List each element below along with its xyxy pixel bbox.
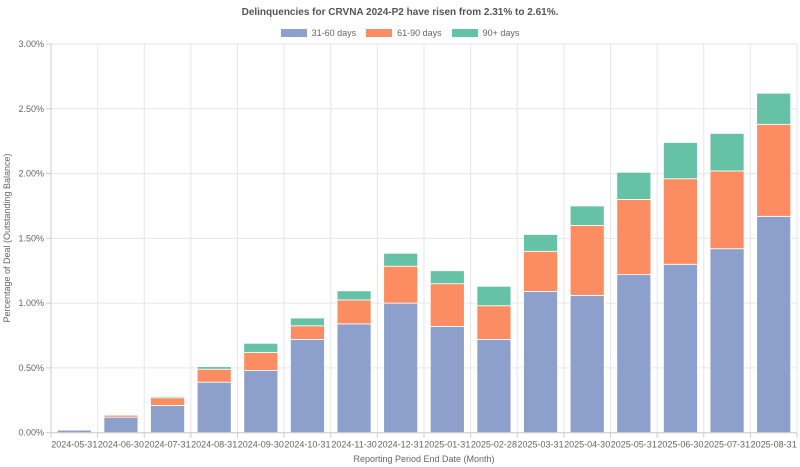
bar-31-60-days-2024-07-31[interactable] bbox=[150, 405, 185, 434]
x-tick-label: 2025-02-28 bbox=[471, 440, 517, 450]
bar-61-90-days-2024-12-31[interactable] bbox=[383, 265, 419, 304]
y-tick-label: 3.00% bbox=[18, 39, 44, 49]
x-tick-label: 2024-05-31 bbox=[51, 440, 97, 450]
bar-61-90-days-2024-11-30[interactable] bbox=[336, 299, 372, 325]
legend-label-31-60: 31-60 days bbox=[311, 28, 357, 38]
bar-61-90-days-2025-07-31[interactable] bbox=[709, 170, 745, 250]
x-tick-label: 2024-12-31 bbox=[378, 440, 424, 450]
legend-swatch-61-90 bbox=[366, 29, 393, 37]
bar-61-90-days-2025-03-31[interactable] bbox=[523, 250, 558, 292]
bar-90-days-2025-05-31[interactable] bbox=[616, 171, 652, 200]
legend-item-61-90[interactable]: 61-90 days bbox=[366, 28, 442, 38]
bar-31-60-days-2024-10-31[interactable] bbox=[290, 339, 325, 434]
chart-title: Delinquencies for CRVNA 2024-P2 have ris… bbox=[241, 7, 559, 18]
bar-61-90-days-2024-09-30[interactable] bbox=[243, 351, 279, 371]
legend-label-61-90: 61-90 days bbox=[397, 28, 442, 38]
y-axis-title: Percentage of Deal (Outstanding Balance) bbox=[2, 153, 12, 322]
bar-90-days-2024-09-30[interactable] bbox=[243, 342, 279, 353]
bar-90-days-2024-07-31[interactable] bbox=[150, 396, 185, 399]
bar-31-60-days-2025-01-31[interactable] bbox=[429, 326, 465, 434]
bar-61-90-days-2025-01-31[interactable] bbox=[429, 283, 465, 327]
bar-31-60-days-2024-11-30[interactable] bbox=[336, 323, 372, 434]
bar-90-days-2025-02-28[interactable] bbox=[476, 285, 512, 307]
bar-90-days-2024-11-30[interactable] bbox=[336, 290, 372, 301]
x-tick-label: 2024-08-31 bbox=[191, 440, 237, 450]
bar-90-days-2025-01-31[interactable] bbox=[429, 270, 465, 285]
legend-label-90plus: 90+ days bbox=[482, 28, 520, 38]
bar-90-days-2024-10-31[interactable] bbox=[290, 317, 325, 327]
y-axis: 0.00% 0.50% 1.00% 1.50% 2.00% 2.50% 3.00% bbox=[18, 39, 52, 438]
bar-90-days-2025-07-31[interactable] bbox=[709, 133, 745, 172]
x-tick-label: 2024-07-31 bbox=[145, 440, 191, 450]
bar-31-60-days-2025-02-28[interactable] bbox=[476, 339, 512, 434]
x-tick-label: 2025-07-31 bbox=[704, 440, 750, 450]
bar-90-days-2025-06-30[interactable] bbox=[663, 142, 698, 180]
x-tick-label: 2025-03-31 bbox=[518, 440, 564, 450]
x-tick-label: 2025-05-31 bbox=[611, 440, 657, 450]
bar-61-90-days-2024-08-31[interactable] bbox=[196, 368, 232, 383]
bar-61-90-days-2025-06-30[interactable] bbox=[663, 178, 698, 265]
legend-swatch-90plus bbox=[451, 29, 478, 37]
bar-31-60-days-2024-06-30[interactable] bbox=[103, 416, 139, 434]
x-tick-label: 2025-04-30 bbox=[564, 440, 610, 450]
bar-61-90-days-2025-05-31[interactable] bbox=[616, 199, 652, 276]
legend-item-31-60[interactable]: 31-60 days bbox=[280, 28, 357, 38]
y-tick-label: 0.00% bbox=[18, 428, 44, 438]
x-axis: 2024-05-31 2024-06-30 2024-07-31 2024-08-31… bbox=[50, 432, 798, 450]
y-tick-label: 1.00% bbox=[18, 298, 44, 308]
bar-90-days-2025-08-31[interactable] bbox=[756, 92, 792, 125]
legend: 31-60 days 61-90 days 90+ days bbox=[0, 28, 800, 38]
bar-31-60-days-2025-07-31[interactable] bbox=[709, 248, 745, 434]
y-tick-label: 1.50% bbox=[18, 233, 44, 243]
bar-31-60-days-2024-12-31[interactable] bbox=[383, 302, 419, 434]
bar-61-90-days-2025-08-31[interactable] bbox=[756, 123, 792, 217]
x-axis-title: Reporting Period End Date (Month) bbox=[353, 454, 494, 464]
bar-90-days-2025-03-31[interactable] bbox=[523, 234, 558, 252]
bar-61-90-days-2024-10-31[interactable] bbox=[290, 325, 325, 340]
bar-90-days-2025-04-30[interactable] bbox=[569, 205, 605, 226]
y-tick-label: 0.50% bbox=[18, 363, 44, 373]
bar-31-60-days-2025-08-31[interactable] bbox=[756, 215, 792, 434]
bar-31-60-days-2025-05-31[interactable] bbox=[616, 274, 652, 434]
x-tick-label: 2025-06-30 bbox=[657, 440, 703, 450]
bar-90-days-2024-08-31[interactable] bbox=[196, 366, 232, 370]
x-tick-label: 2025-01-31 bbox=[424, 440, 470, 450]
bar-31-60-days-2025-04-30[interactable] bbox=[569, 294, 605, 434]
x-tick-label: 2024-10-31 bbox=[284, 440, 330, 450]
x-tick-label: 2024-06-30 bbox=[98, 440, 144, 450]
x-tick-label: 2024-09-30 bbox=[238, 440, 284, 450]
bar-31-60-days-2024-08-31[interactable] bbox=[196, 381, 232, 434]
bar-31-60-days-2024-09-30[interactable] bbox=[243, 370, 279, 434]
y-tick-label: 2.50% bbox=[18, 104, 44, 114]
bar-31-60-days-2025-03-31[interactable] bbox=[523, 291, 558, 434]
bar-61-90-days-2025-02-28[interactable] bbox=[476, 305, 512, 340]
x-tick-label: 2024-11-30 bbox=[331, 440, 376, 450]
x-tick-label: 2025-08-31 bbox=[751, 440, 797, 450]
y-tick-label: 2.00% bbox=[18, 169, 44, 179]
bar-90-days-2024-12-31[interactable] bbox=[383, 252, 419, 267]
legend-swatch-31-60 bbox=[280, 29, 307, 37]
legend-item-90plus[interactable]: 90+ days bbox=[451, 28, 520, 38]
bar-31-60-days-2025-06-30[interactable] bbox=[663, 263, 698, 434]
bar-61-90-days-2025-04-30[interactable] bbox=[569, 224, 605, 296]
bar-61-90-days-2024-06-30[interactable] bbox=[103, 414, 139, 418]
bar-61-90-days-2024-07-31[interactable] bbox=[150, 397, 185, 406]
